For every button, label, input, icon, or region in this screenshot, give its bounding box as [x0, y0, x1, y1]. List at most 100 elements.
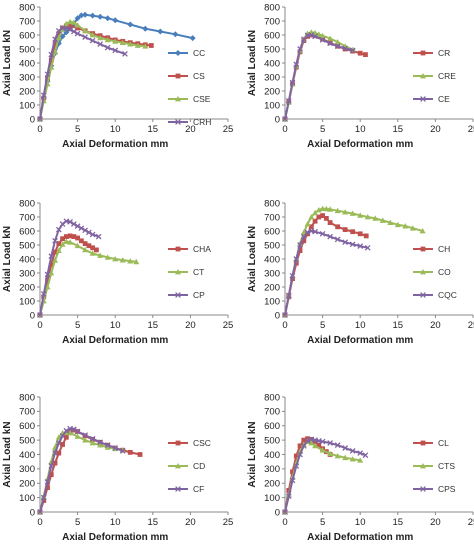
y-tick-label: 500	[19, 435, 35, 446]
y-tick-label: 200	[264, 479, 280, 490]
data-point	[289, 477, 296, 484]
y-axis-label: Axial Load kN	[247, 421, 258, 487]
y-tick-label: 400	[264, 450, 280, 461]
data-point	[350, 229, 356, 235]
legend-label: CO	[438, 267, 451, 277]
data-point	[67, 26, 73, 33]
data-point	[312, 218, 318, 224]
data-point	[97, 34, 104, 41]
x-tick-label: 0	[282, 124, 287, 135]
legend-swatch-marker	[420, 486, 426, 492]
data-point	[304, 437, 311, 444]
data-point	[312, 209, 319, 216]
chart-panel-5: 0 100 200 300 400 500 600 700 800 0 5 10 15 20 25 Axial…	[2, 392, 233, 543]
data-point	[327, 450, 334, 457]
data-point	[97, 439, 104, 446]
data-point	[82, 246, 89, 253]
series-CQC	[282, 228, 371, 318]
legend-swatch-marker	[420, 440, 426, 446]
legend-swatch-marker	[175, 463, 181, 469]
data-point	[327, 40, 333, 47]
x-tick-label: 10	[110, 320, 121, 331]
x-tick-label: 15	[148, 320, 159, 331]
data-point	[323, 216, 329, 221]
legend-label: CPS	[438, 484, 456, 494]
data-point	[289, 272, 296, 279]
data-point	[90, 245, 96, 251]
y-tick-label: 200	[264, 86, 280, 97]
x-axis-label: Axial Deformation mm	[307, 139, 413, 150]
data-point	[122, 51, 128, 57]
data-point	[334, 207, 341, 214]
data-point	[52, 257, 59, 263]
x-axis-label: Axial Deformation mm	[307, 532, 413, 543]
data-point	[52, 42, 58, 48]
y-tick-label: 800	[19, 198, 35, 209]
data-point	[94, 247, 99, 253]
data-point	[86, 229, 92, 236]
y-tick-label: 100	[264, 100, 280, 111]
chart-panel-1: 0 100 200 300 400 500 600 700 800 0 5 10 15 20 25 Axial…	[2, 2, 233, 150]
data-point	[97, 252, 104, 258]
series-CF	[37, 425, 126, 515]
data-point	[308, 32, 315, 38]
legend-label: CE	[438, 94, 450, 104]
data-point	[312, 29, 319, 36]
series-line	[284, 34, 353, 120]
data-point	[52, 450, 58, 456]
series-CSE	[37, 18, 149, 122]
legend-label: CD	[193, 461, 205, 471]
chart-panel-6: 0 100 200 300 400 500 600 700 800 0 5 10 15 20 25 Axial…	[247, 392, 474, 543]
x-tick-label: 15	[393, 320, 404, 331]
data-point	[293, 453, 299, 459]
y-tick-label: 0	[275, 310, 280, 321]
legend-swatch-marker	[420, 50, 426, 56]
legend-label: CF	[193, 484, 204, 494]
data-point	[357, 450, 364, 456]
data-point	[56, 31, 62, 36]
data-point	[172, 31, 179, 38]
legend-label: CC	[193, 48, 205, 58]
legend-label: CRE	[438, 71, 456, 81]
data-point	[285, 97, 292, 104]
data-point	[342, 454, 349, 461]
data-point	[319, 205, 326, 211]
data-point	[67, 239, 74, 245]
data-point	[63, 434, 69, 440]
y-tick-label: 0	[30, 114, 35, 125]
data-point	[327, 440, 333, 446]
x-tick-label: 0	[37, 517, 42, 528]
series-CE	[282, 32, 356, 122]
legend-entry-CS: CS	[168, 71, 205, 81]
data-point	[97, 13, 104, 20]
data-point	[357, 243, 364, 249]
series-CPS	[282, 436, 369, 515]
data-point	[290, 469, 295, 475]
data-point	[112, 17, 119, 24]
data-point	[387, 219, 394, 225]
data-point	[112, 38, 119, 44]
data-point	[189, 35, 196, 42]
data-point	[297, 443, 303, 449]
legend-entry-CSE: CSE	[168, 94, 211, 104]
data-point	[342, 45, 349, 52]
y-tick-label: 300	[264, 268, 280, 279]
data-point	[282, 509, 288, 515]
y-tick-label: 800	[264, 2, 280, 13]
data-point	[67, 429, 74, 436]
data-point	[48, 64, 55, 70]
legend-swatch-marker	[420, 96, 426, 102]
data-point	[70, 19, 77, 25]
data-point	[45, 485, 50, 490]
y-tick-label: 300	[264, 72, 280, 83]
data-point	[304, 229, 311, 236]
data-point	[349, 241, 356, 248]
x-tick-label: 0	[282, 517, 287, 528]
x-axis-label: Axial Deformation mm	[62, 335, 168, 346]
data-point	[119, 39, 126, 46]
data-point	[44, 478, 51, 485]
data-point	[282, 312, 288, 318]
data-point	[363, 52, 368, 57]
data-point	[75, 25, 80, 31]
y-tick-label: 600	[264, 421, 280, 432]
